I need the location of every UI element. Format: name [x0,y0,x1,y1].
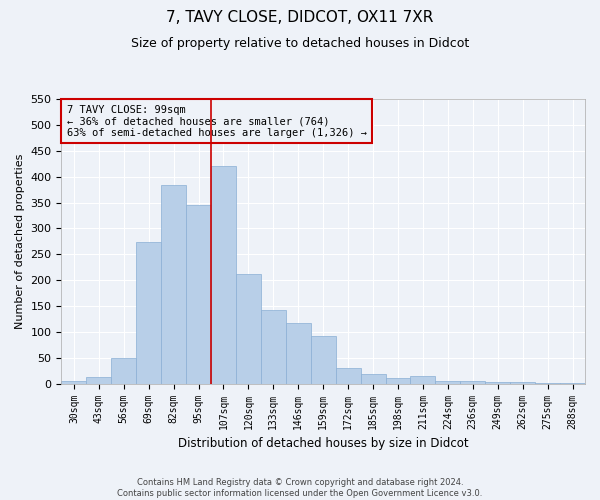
Bar [335,368,361,384]
Bar [311,336,335,384]
Bar [186,205,211,384]
Text: Contains HM Land Registry data © Crown copyright and database right 2024.
Contai: Contains HM Land Registry data © Crown c… [118,478,482,498]
Text: 7, TAVY CLOSE, DIDCOT, OX11 7XR: 7, TAVY CLOSE, DIDCOT, OX11 7XR [166,10,434,25]
Bar [410,376,436,384]
Text: 7 TAVY CLOSE: 99sqm
← 36% of detached houses are smaller (764)
63% of semi-detac: 7 TAVY CLOSE: 99sqm ← 36% of detached ho… [67,104,367,138]
Bar [261,310,286,384]
Bar [136,242,161,384]
Bar [460,381,485,384]
Bar [86,377,111,384]
Bar [510,382,535,384]
Bar [361,374,386,384]
Text: Size of property relative to detached houses in Didcot: Size of property relative to detached ho… [131,38,469,51]
Bar [386,378,410,384]
Bar [236,274,261,384]
Bar [161,185,186,384]
Bar [61,381,86,384]
Bar [211,166,236,384]
Y-axis label: Number of detached properties: Number of detached properties [15,154,25,329]
Bar [436,381,460,384]
Bar [286,323,311,384]
Bar [485,382,510,384]
Bar [560,382,585,384]
Bar [111,358,136,384]
X-axis label: Distribution of detached houses by size in Didcot: Distribution of detached houses by size … [178,437,469,450]
Bar [535,383,560,384]
